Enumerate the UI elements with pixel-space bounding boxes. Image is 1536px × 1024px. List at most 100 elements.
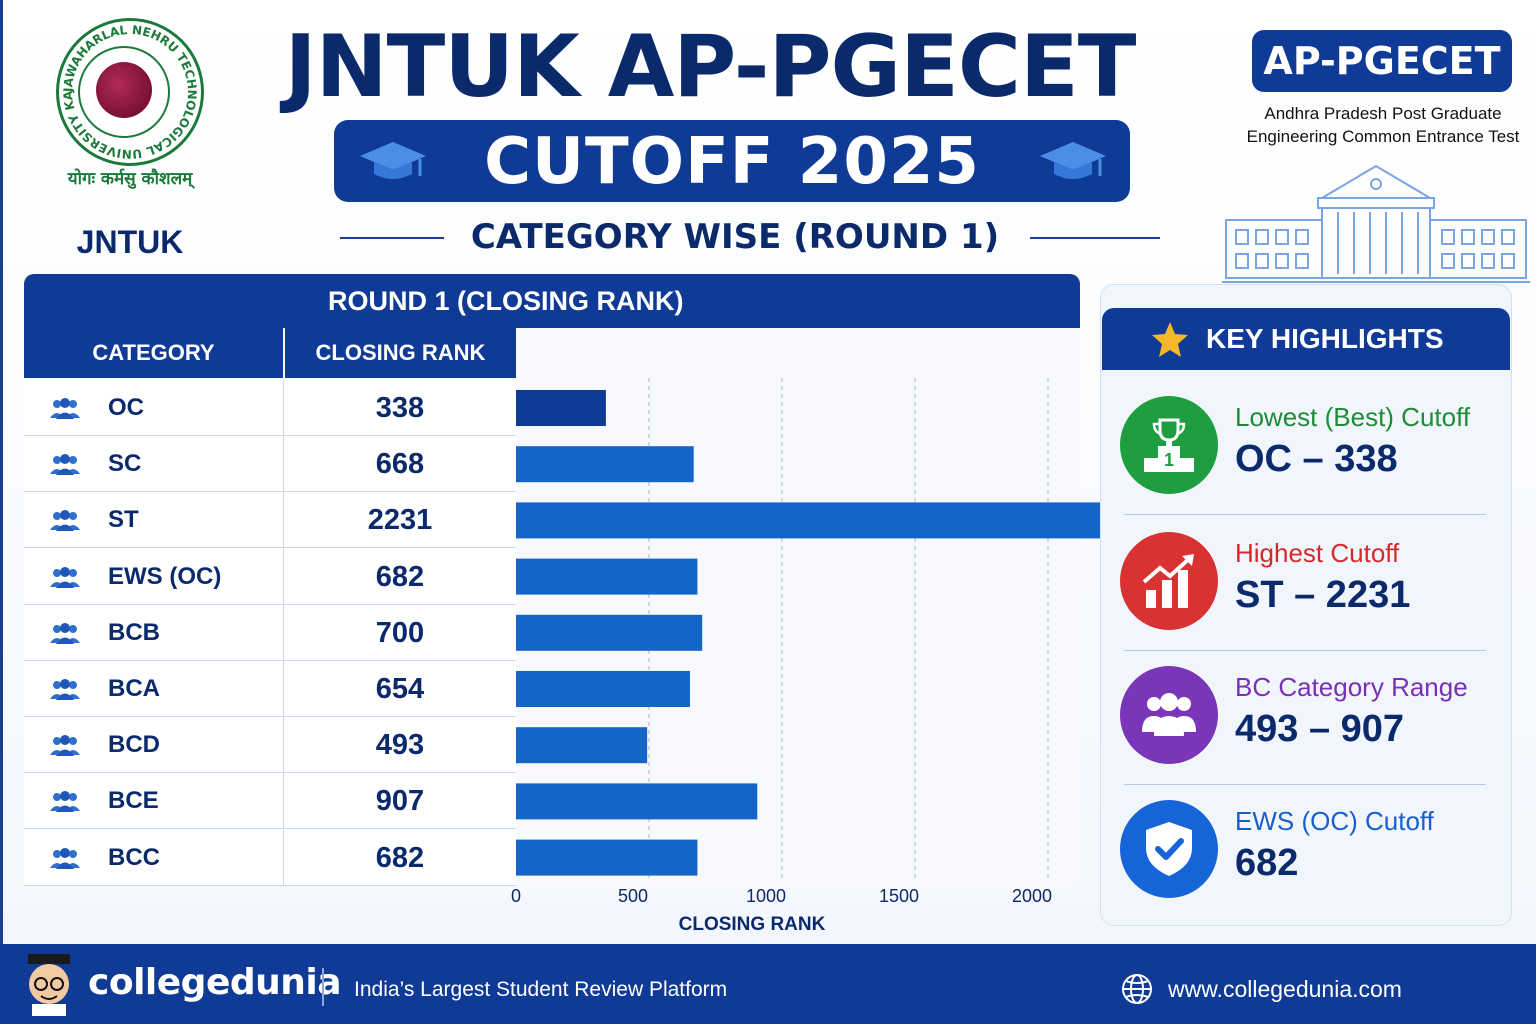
category-cell: BCB: [24, 604, 284, 661]
highlight-label: Highest Cutoff: [1235, 538, 1400, 568]
people-icon: [50, 510, 80, 532]
column-header-category: CATEGORY: [24, 328, 283, 378]
highlight-divider: [1124, 514, 1486, 515]
group-icon: [1120, 666, 1218, 764]
category-label: ST: [108, 506, 139, 534]
highlight-value: 682: [1235, 842, 1299, 884]
closing-rank-value: 338: [375, 392, 425, 424]
category-cell: ST: [24, 492, 284, 549]
rising-chart-icon: [1120, 532, 1218, 630]
mascot-icon: [26, 954, 72, 1016]
category-label: BCB: [108, 618, 160, 646]
bar-st: [516, 502, 1110, 539]
closing-rank-value: 668: [375, 448, 425, 481]
highlight-item: BC Category Range 493 – 907: [1120, 666, 1500, 776]
bar-oc: [516, 390, 606, 426]
closing-rank-value: 682: [375, 560, 425, 593]
highlight-label: BC Category Range: [1235, 672, 1468, 702]
table-row: OC 338: [24, 380, 516, 436]
category-label: OC: [108, 394, 144, 421]
people-icon: [50, 398, 80, 419]
x-tick-label: 0: [511, 886, 521, 906]
bar-ews-oc: [516, 558, 698, 595]
footer-tagline: India’s Largest Student Review Platform: [354, 978, 728, 1001]
logo-name: JNTUK: [76, 224, 184, 260]
category-cell: EWS (OC): [24, 548, 284, 605]
bar-bcc: [516, 839, 698, 876]
table-row: EWS (OC) 682: [24, 548, 516, 605]
highlight-item: Highest Cutoff ST – 2231: [1120, 532, 1500, 642]
exam-full-name-line2: Engineering Common Entrance Test: [1246, 127, 1520, 146]
closing-rank-value: 654: [375, 673, 425, 705]
highlight-item: EWS (OC) Cutoff 682: [1120, 800, 1500, 910]
closing-rank-value: 907: [375, 785, 425, 818]
people-icon: [50, 622, 80, 644]
x-tick-label: 1500: [879, 886, 919, 906]
category-label: EWS (OC): [108, 562, 222, 590]
closing-rank-value: 2231: [367, 504, 433, 537]
people-icon: [50, 454, 80, 476]
logo-seal: JAWAHARLAL NEHRU TECHNOLOGICAL UNIVERSIT…: [56, 18, 204, 166]
page-subtitle: CATEGORY WISE (ROUND 1): [470, 217, 1000, 257]
highlight-value: ST – 2231: [1235, 574, 1411, 616]
globe-icon: [1122, 974, 1152, 1004]
bar-bcd: [516, 727, 648, 764]
footer-website-link[interactable]: www.collegedunia.com: [1168, 976, 1402, 1002]
bar-bca: [516, 671, 690, 707]
subtitle-rule-right: [1030, 237, 1160, 239]
category-cell: BCE: [24, 773, 284, 830]
footer-divider: [322, 968, 324, 1006]
subtitle-rule-left: [340, 237, 444, 239]
chart-bars: [516, 390, 1110, 876]
category-cell: BCD: [24, 717, 284, 774]
column-header-closing-rank: CLOSING RANK: [285, 328, 516, 378]
table-row: BCC 682: [24, 829, 516, 886]
table-row: BCA 654: [24, 661, 516, 717]
category-label: BCA: [108, 675, 160, 702]
logo-motto: योगः कर्मसु कौशलम्: [67, 169, 193, 189]
highlight-label: Lowest (Best) Cutoff: [1235, 402, 1471, 432]
closing-rank-value: 682: [375, 841, 425, 874]
category-label: BCD: [108, 731, 160, 759]
jntuk-logo: JAWAHARLAL NEHRU TECHNOLOGICAL UNIVERSIT…: [50, 18, 210, 260]
chart-panel-title: ROUND 1 (CLOSING RANK): [24, 274, 1080, 328]
x-tick-label: 1000: [746, 886, 786, 906]
bar-bcb: [516, 614, 703, 651]
rose-icon: [96, 62, 152, 118]
university-building-icon: [1222, 164, 1530, 283]
footer-bar: [0, 944, 1536, 1024]
highlight-label: EWS (OC) Cutoff: [1235, 806, 1434, 836]
category-label: SC: [108, 450, 142, 478]
x-axis-label: CLOSING RANK: [679, 914, 826, 935]
table-row: ST 2231: [24, 492, 516, 549]
x-tick-label: 500: [618, 886, 648, 906]
bar-sc: [516, 446, 694, 483]
highlight-value: 493 – 907: [1235, 708, 1405, 750]
graduation-cap-icon: [360, 142, 426, 179]
people-icon: [50, 566, 80, 588]
highlight-divider: [1124, 650, 1486, 651]
graduation-cap-icon: [1040, 142, 1106, 179]
closing-rank-value: 700: [375, 616, 425, 649]
people-icon: [50, 791, 80, 813]
table-row: SC 668: [24, 436, 516, 493]
table-row: BCD 493: [24, 717, 516, 774]
page-title: JNTUK AP-PGECET: [284, 17, 1137, 117]
x-tick-label: 2000: [1012, 886, 1052, 906]
table-row: BCB 700: [24, 604, 516, 661]
closing-rank-bar-chart: 05001000150020002500 CLOSING RANK: [511, 378, 1185, 935]
category-cell: OC: [24, 380, 284, 436]
category-label: BCC: [108, 843, 160, 871]
exam-full-name-line1: Andhra Pradesh Post Graduate: [1264, 104, 1502, 123]
cutoff-banner: CUTOFF 2025: [334, 120, 1130, 202]
category-cell: BCA: [24, 661, 284, 717]
brand-name[interactable]: collegedunia: [88, 962, 342, 1003]
trophy-podium-icon: 1: [1120, 396, 1218, 494]
category-cell: SC: [24, 436, 284, 493]
star-icon: [1152, 322, 1188, 357]
category-label: BCE: [108, 787, 159, 815]
highlight-divider: [1124, 784, 1486, 785]
exam-full-name: Andhra Pradesh Post Graduate Engineering…: [1230, 102, 1536, 148]
cutoff-banner-text: CUTOFF 2025: [484, 125, 980, 199]
people-icon: [50, 679, 80, 700]
